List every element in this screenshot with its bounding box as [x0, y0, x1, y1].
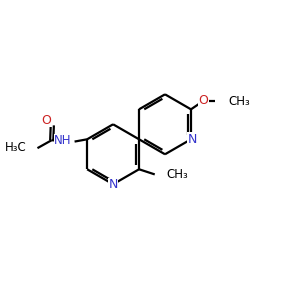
Text: NH: NH — [54, 134, 72, 147]
Text: O: O — [199, 94, 208, 107]
Text: CH₃: CH₃ — [167, 168, 188, 181]
Text: N: N — [108, 178, 118, 191]
Text: H₃C: H₃C — [5, 141, 27, 154]
Text: N: N — [188, 133, 197, 146]
Text: CH₃: CH₃ — [229, 95, 250, 108]
Text: O: O — [41, 114, 51, 127]
